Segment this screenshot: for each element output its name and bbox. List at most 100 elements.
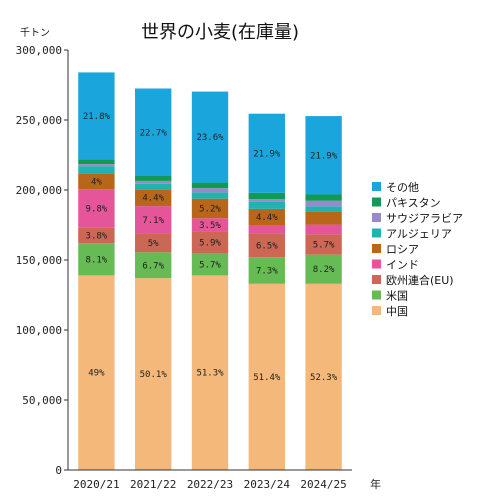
legend-swatch (372, 182, 381, 191)
data-label: 51.3% (196, 369, 224, 379)
bar-segment (191, 231, 229, 254)
data-label: 3.5% (199, 221, 221, 231)
bar-segment (305, 206, 342, 212)
data-label: 21.9% (310, 151, 338, 161)
bar-segment (191, 192, 229, 199)
data-label: 4.4% (256, 213, 278, 223)
bar-segment (305, 254, 342, 284)
data-label: 5.9% (199, 239, 221, 249)
data-label: 51.4% (253, 373, 281, 383)
data-label: 8.2% (313, 265, 335, 275)
data-label: 5.7% (313, 241, 335, 251)
bar-segment (135, 233, 172, 253)
legend-swatch (372, 244, 381, 253)
legend-swatch (372, 213, 381, 222)
y-tick-label: 200,000 (16, 184, 62, 197)
bar-segment (248, 257, 285, 284)
legend-label: パキスタン (386, 197, 441, 210)
data-label: 21.9% (253, 149, 281, 159)
bar-segment (305, 194, 342, 201)
legend-swatch (372, 275, 381, 284)
bar-segment (191, 182, 229, 189)
bar-segment (248, 208, 285, 225)
bar-segment (191, 188, 229, 193)
data-label: 50.1% (140, 370, 168, 380)
y-tick-label: 250,000 (16, 114, 62, 127)
data-label: 4% (91, 177, 102, 187)
y-tick-label: 300,000 (16, 44, 62, 57)
data-label: 22.7% (140, 128, 168, 138)
chart-title: 世界の小麦(在庫量) (141, 22, 299, 43)
bar-segment (248, 283, 285, 470)
bar-segment (78, 72, 115, 160)
bar-segment (191, 275, 229, 470)
legend-label: サウジアラビア (386, 212, 463, 225)
data-label: 23.6% (196, 133, 224, 143)
legend-label: 米国 (386, 290, 408, 303)
y-tick-label: 0 (55, 464, 62, 477)
bar-segment (248, 199, 285, 202)
legend-swatch (372, 228, 381, 238)
data-label: 4.4% (142, 194, 164, 204)
legend-swatch (372, 306, 381, 315)
legend-swatch (372, 259, 381, 269)
bar-segment (135, 278, 172, 470)
legend-label: アルジェリア (386, 228, 452, 241)
x-axis: 2020/21 2021/22 2022/23 2023/24 2024/25 (68, 469, 352, 491)
plot-area: 49% 8.1% 3.8% 9.8% 4% 21.8% 50.1% 6.7% 5% 7.1% 4.4… (78, 72, 342, 470)
bar-segment (78, 164, 115, 167)
bar-segment (135, 189, 172, 207)
y-axis-unit: 千トン (20, 27, 50, 39)
legend-label: 中国 (386, 305, 408, 318)
x-tick-label: 2021/22 (130, 478, 176, 491)
y-tick-label: 150,000 (16, 254, 62, 267)
bar-segment (191, 198, 229, 219)
x-tick-label: 2024/25 (300, 478, 346, 491)
bar-segment (135, 180, 172, 184)
y-tick-label: 50,000 (22, 394, 62, 407)
bar-segment (248, 192, 285, 200)
data-label: 9.8% (86, 205, 108, 215)
legend-swatch (372, 197, 381, 207)
legend-label: その他 (386, 181, 419, 194)
data-label: 5% (148, 239, 159, 249)
data-label: 7.3% (256, 267, 278, 277)
bar-segment (135, 206, 172, 234)
bar-segment (305, 283, 342, 470)
bar-segment (135, 88, 172, 176)
bar-segment (248, 201, 285, 209)
bar-segment (78, 243, 115, 276)
data-label: 21.8% (83, 112, 111, 122)
bar-segment (191, 218, 229, 232)
data-label: 5.2% (199, 204, 221, 214)
bar-segment (248, 225, 285, 234)
bar-segment (305, 116, 342, 195)
x-axis-unit: 年 (370, 477, 381, 491)
data-label: 8.1% (86, 255, 108, 265)
data-label: 3.8% (86, 232, 108, 242)
bar-segment (305, 200, 342, 207)
data-label: 7.1% (142, 216, 164, 226)
legend-label: インド (386, 259, 419, 272)
bar-segment (248, 113, 285, 193)
bar-segment (78, 173, 115, 190)
x-tick-label: 2023/24 (244, 478, 291, 491)
bar-segment (78, 189, 115, 228)
y-tick-label: 100,000 (16, 324, 62, 337)
bar-segment (191, 91, 229, 183)
legend-label: 欧州連合(EU) (386, 273, 454, 287)
bar-segment (135, 252, 172, 279)
bar-segment (305, 211, 342, 225)
bar-segment (78, 166, 115, 174)
bar-segment (135, 176, 172, 181)
x-tick-label: 2020/21 (73, 478, 119, 491)
bar-segment (248, 233, 285, 258)
x-tick-label: 2022/23 (187, 478, 233, 491)
bar-segment (191, 253, 229, 276)
bar-segment (78, 275, 115, 470)
bar-segment (305, 224, 342, 235)
y-axis: 0 50,000 100,000 150,000 200,000 250,000 300,0… (16, 44, 69, 477)
data-label: 6.7% (142, 261, 164, 271)
data-label: 49% (88, 369, 105, 379)
